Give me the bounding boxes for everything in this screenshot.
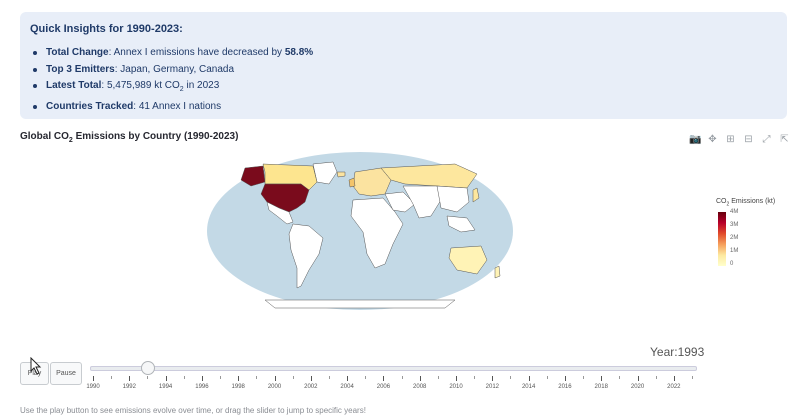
colorbar-tick: 1M [730, 248, 739, 254]
slider-tick-label: 2006 [376, 384, 391, 390]
slider-tick-label: 1994 [158, 384, 173, 390]
slider-tick-label: 2004 [340, 384, 354, 390]
slider-tick [510, 376, 512, 379]
slider-tick-label: 2000 [267, 384, 282, 390]
slider-tick [328, 376, 330, 379]
country-japan[interactable] [472, 187, 480, 203]
insight-top-emitters: Top 3 Emitters: Japan, Germany, Canada [30, 62, 313, 79]
plot-modebar: 📷 ✥ ⊞ ⊟ ⤢ ⇱ [689, 134, 790, 145]
slider-year-label: Year:1993 [650, 345, 705, 359]
zoom-out-icon[interactable]: ⊟ [744, 134, 753, 145]
slider-tick [546, 376, 548, 379]
slider-tick [256, 376, 258, 379]
slider-ticks: 1990 1992 1994 1996 1998 2000 2002 2004 2006 2008… [0, 376, 800, 396]
quick-insights-panel: Quick Insights for 1990-2023: Total Chan… [20, 12, 787, 119]
slider-tick-label: 2020 [630, 384, 645, 390]
slider-tick [365, 376, 367, 379]
slider-tick [165, 376, 167, 381]
slider-tick [601, 376, 603, 381]
country-southeast-asia[interactable] [446, 215, 476, 233]
country-south-america[interactable] [288, 223, 324, 289]
slider-tick [111, 376, 113, 379]
year-slider-track[interactable] [90, 366, 697, 371]
country-iceland[interactable] [336, 171, 346, 178]
pause-button[interactable]: Pause [50, 362, 82, 385]
colorbar-tick: 2M [730, 235, 739, 241]
slider-tick [655, 376, 657, 379]
slider-tick [492, 376, 494, 381]
country-uk[interactable] [348, 177, 356, 188]
slider-tick-label: 1998 [231, 384, 245, 390]
slider-tick-label: 1992 [122, 384, 136, 390]
slider-tick [93, 376, 94, 381]
autoscale-icon[interactable]: ⤢ [762, 134, 771, 145]
slider-tick-label: 1990 [86, 384, 100, 390]
slider-tick [564, 376, 566, 381]
slider-tick [292, 376, 294, 379]
slider-tick [274, 376, 276, 381]
slider-tick-label: 2008 [413, 384, 427, 390]
insights-list: Total Change: Annex I emissions have dec… [30, 45, 313, 115]
antarctica [264, 299, 456, 309]
colorbar-gradient [718, 212, 726, 266]
chart-title: Global CO2 Emissions by Country (1990-20… [20, 131, 239, 144]
slider-tick [147, 376, 149, 379]
insights-title: Quick Insights for 1990-2023: [30, 23, 183, 35]
country-mexico[interactable] [266, 201, 294, 225]
slider-tick [583, 376, 585, 379]
colorbar-tick: 3M [730, 222, 739, 228]
country-china[interactable] [436, 185, 470, 213]
slider-tick [347, 376, 349, 381]
slider-tick-label: 2002 [304, 384, 318, 390]
world-choropleth-map[interactable] [205, 150, 515, 312]
slider-tick-label: 1996 [195, 384, 209, 390]
slider-tick-label: 2022 [667, 384, 681, 390]
slider-tick-label: 2010 [449, 384, 463, 390]
country-new-zealand[interactable] [494, 265, 501, 279]
slider-tick-label: 2012 [485, 384, 500, 390]
slider-tick [619, 376, 621, 379]
slider-tick [401, 376, 403, 379]
slider-tick [673, 376, 675, 381]
slider-tick [456, 376, 458, 381]
slider-tick [201, 376, 203, 381]
country-middle-east[interactable] [384, 191, 416, 213]
country-australia[interactable] [448, 245, 488, 275]
slider-tick [383, 376, 385, 381]
insight-total-change: Total Change: Annex I emissions have dec… [30, 45, 313, 62]
colorbar-title: CO2 Emissions (kt) [716, 198, 776, 208]
fullscreen-icon[interactable]: ⇱ [780, 134, 789, 145]
slider-tick-label: 2016 [558, 384, 572, 390]
slider-tick [129, 376, 131, 381]
slider-tick [692, 376, 693, 379]
slider-tick [183, 376, 185, 379]
insight-countries-tracked: Countries Tracked: 41 Annex I nations [30, 99, 313, 116]
pan-icon[interactable]: ✥ [708, 134, 717, 145]
slider-tick [220, 376, 222, 379]
colorbar-ticks: 4M 3M 2M 1M 0 [730, 208, 760, 270]
slider-tick [310, 376, 312, 381]
slider-tick [419, 376, 421, 381]
insight-latest-total: Latest Total: 5,475,989 kt CO2 in 2023 [30, 78, 313, 99]
slider-tick [437, 376, 439, 379]
slider-tick [474, 376, 476, 379]
camera-icon[interactable]: 📷 [689, 134, 702, 145]
colorbar: CO2 Emissions (kt) 4M 3M 2M 1M 0 [716, 198, 776, 267]
year-slider-handle[interactable] [141, 361, 156, 375]
colorbar-tick: 0 [730, 261, 734, 267]
colorbar-tick: 4M [730, 209, 739, 215]
footer-hint: Use the play button to see emissions evo… [20, 406, 366, 415]
zoom-in-icon[interactable]: ⊞ [726, 134, 735, 145]
country-africa[interactable] [350, 197, 404, 269]
slider-tick-label: 2018 [594, 384, 608, 390]
slider-tick-label: 2014 [521, 384, 536, 390]
country-alaska-usa[interactable] [240, 165, 266, 187]
slider-tick [238, 376, 240, 381]
slider-tick [528, 376, 530, 381]
slider-tick [637, 376, 639, 381]
